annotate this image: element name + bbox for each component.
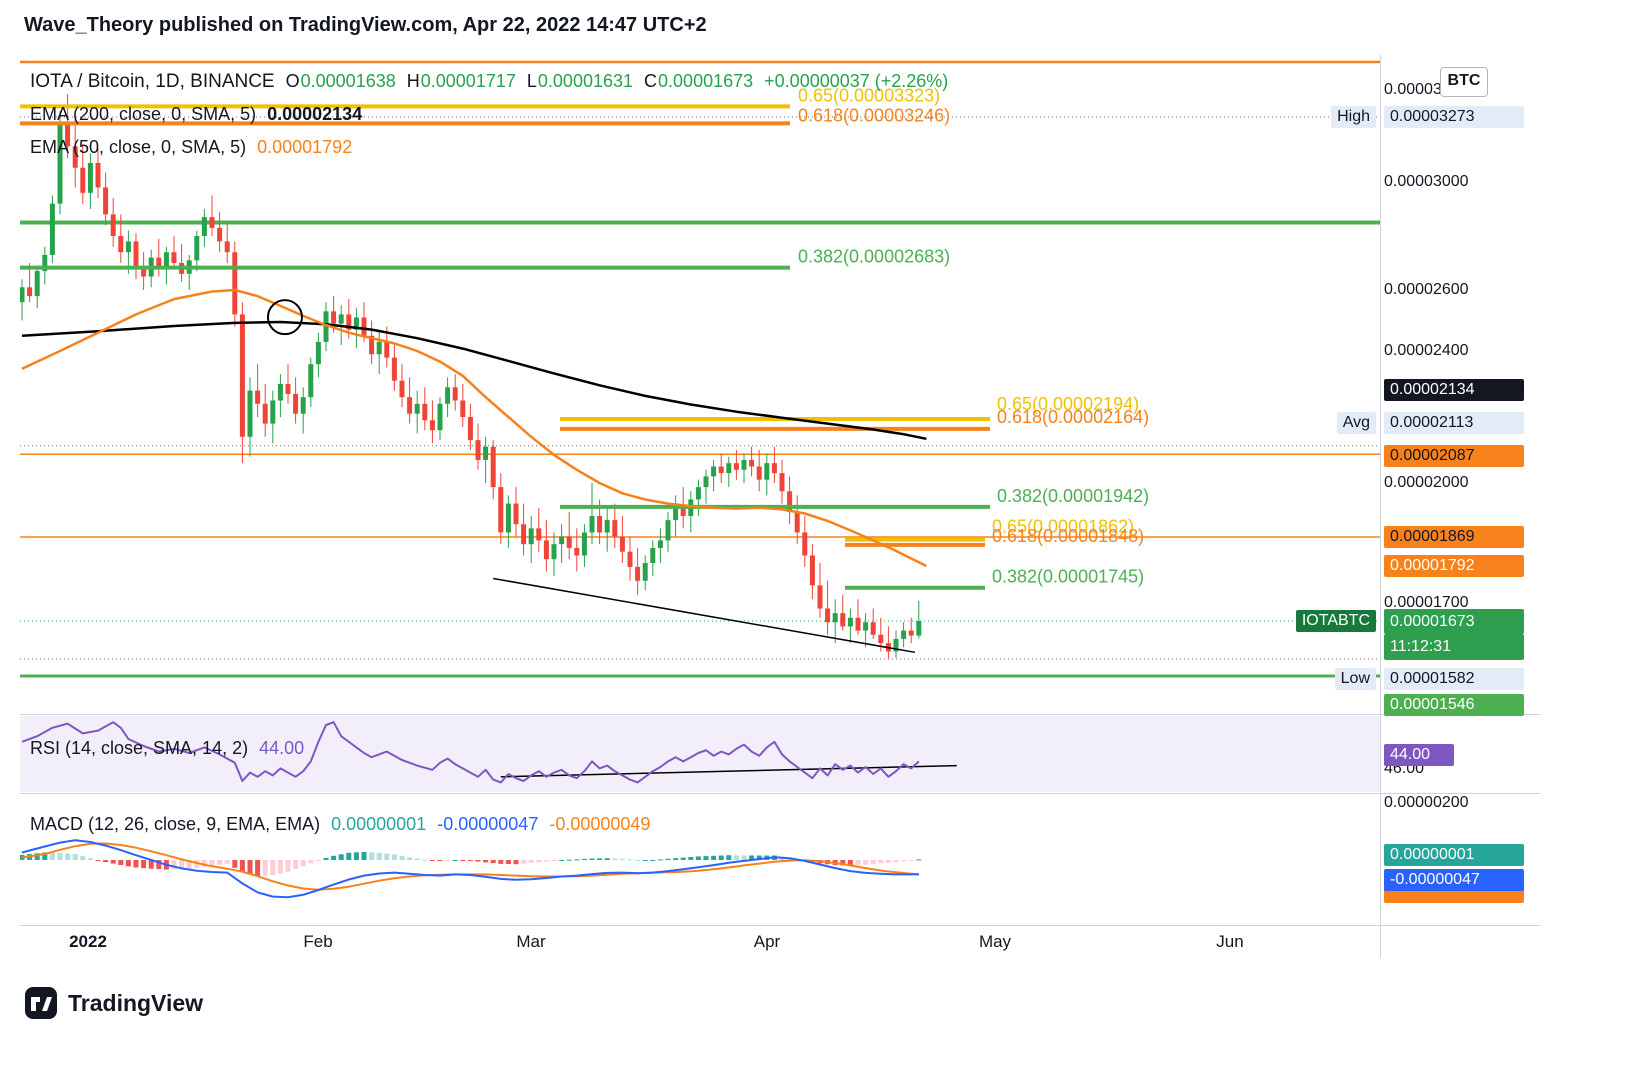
avg-label-badge: Avg: [1336, 412, 1376, 434]
rsi-value: 44.00: [259, 738, 305, 758]
fib-2087-badge: 0.00002087: [1384, 445, 1524, 467]
last-price-badge: 0.00001673: [1384, 609, 1524, 634]
macd-hist-badge: 0.00000001: [1384, 844, 1524, 866]
main-legend: IOTA / Bitcoin, 1D, BINANCE O0.00001638 …: [30, 71, 954, 93]
time-label-jun: Jun: [1216, 932, 1244, 951]
macd-label: MACD (12, 26, close, 9, EMA, EMA): [30, 814, 321, 834]
macd-line-badge: -0.00000047: [1384, 869, 1524, 891]
axis-tick-2600: 0.00002600: [1384, 281, 1469, 298]
avg-value-badge: 0.00002113: [1384, 412, 1524, 434]
macd-line-value: -0.00000047: [437, 814, 539, 834]
time-label-2022: 2022: [69, 932, 107, 951]
time-label-apr: Apr: [753, 932, 781, 951]
ohlc-h-value: 0.00001717: [420, 71, 516, 91]
macd-signal-value: -0.00000049: [549, 814, 651, 834]
svg-text:0.618(0.00003246): 0.618(0.00003246): [798, 105, 950, 125]
svg-text:0.65(0.00002194): 0.65(0.00002194): [997, 394, 1139, 414]
ohlc-o-label: O: [285, 71, 300, 91]
ohlc-o-value: 0.00001638: [300, 71, 396, 91]
svg-text:0.382(0.00002683): 0.382(0.00002683): [798, 247, 950, 267]
ohlc-l-label: L: [526, 71, 537, 91]
time-label-may: May: [978, 932, 1012, 951]
ema200-label: EMA (200, close, 0, SMA, 5): [30, 104, 257, 124]
axis-tick-1700: 0.00001700: [1384, 594, 1469, 611]
fib-1546-badge: 0.00001546: [1384, 694, 1524, 716]
rsi-label: RSI (14, close, SMA, 14, 2): [30, 738, 249, 758]
rsi-legend: RSI (14, close, SMA, 14, 2) 44.00: [30, 738, 310, 759]
ohlc-h-label: H: [406, 71, 420, 91]
ema200-legend: EMA (200, close, 0, SMA, 5) 0.00002134: [30, 104, 368, 125]
svg-text:0.65(0.00001862): 0.65(0.00001862): [992, 517, 1134, 537]
ema200-value: 0.00002134: [267, 104, 363, 124]
high-label-badge: High: [1331, 106, 1376, 128]
published-line: Wave_Theory published on TradingView.com…: [24, 14, 707, 36]
ema50-legend: EMA (50, close, 0, SMA, 5) 0.00001792: [30, 137, 358, 158]
rsi-value-badge: 44.00: [1384, 744, 1454, 766]
low-label-badge: Low: [1334, 668, 1376, 690]
ema50-value: 0.00001792: [257, 137, 353, 157]
time-label-feb: Feb: [303, 932, 333, 951]
high-value-badge: 0.00003273: [1384, 106, 1524, 128]
symbol-axis-badge: IOTABTC: [1295, 610, 1376, 632]
ohlc-c-label: C: [644, 71, 658, 91]
fib-1869-badge: 0.00001869: [1384, 526, 1524, 548]
tradingview-wordmark: TradingView: [68, 989, 204, 1016]
countdown-badge: 11:12:31: [1384, 634, 1524, 660]
ema200-price-badge: 0.00002134: [1384, 379, 1524, 401]
symbol-title: IOTA / Bitcoin, 1D, BINANCE: [30, 71, 275, 92]
svg-text:0.382(0.00001942): 0.382(0.00001942): [997, 486, 1149, 506]
ema50-price-badge: 0.00001792: [1384, 555, 1524, 577]
svg-text:0.618(0.00001848): 0.618(0.00001848): [992, 526, 1144, 546]
ohlc-c-value: 0.00001673: [658, 71, 754, 91]
low-value-badge: 0.00001582: [1384, 668, 1524, 690]
ohlc-change: +0.00000037 (+2.26%): [764, 71, 949, 91]
macd-hist-value: 0.00000001: [331, 814, 427, 834]
time-label-mar: Mar: [516, 932, 546, 951]
ema50-label: EMA (50, close, 0, SMA, 5): [30, 137, 247, 157]
ohlc-l-value: 0.00001631: [537, 71, 634, 91]
macd-axis-tick-200: 0.00000200: [1384, 794, 1469, 811]
svg-text:0.65(0.00003323): 0.65(0.00003323): [798, 85, 940, 105]
axis-tick-3000: 0.00003000: [1384, 173, 1469, 190]
axis-tick-2400: 0.00002400: [1384, 342, 1469, 359]
tradingview-logo: [25, 987, 57, 1019]
macd-legend: MACD (12, 26, close, 9, EMA, EMA) 0.0000…: [30, 814, 656, 835]
currency-toggle-button[interactable]: BTC: [1440, 67, 1488, 97]
tradingview-brand-link[interactable]: TradingView: [24, 986, 203, 1020]
svg-text:0.618(0.00002164): 0.618(0.00002164): [997, 407, 1149, 427]
svg-text:0.382(0.00001745): 0.382(0.00001745): [992, 567, 1144, 587]
axis-tick-2000: 0.00002000: [1384, 474, 1469, 491]
